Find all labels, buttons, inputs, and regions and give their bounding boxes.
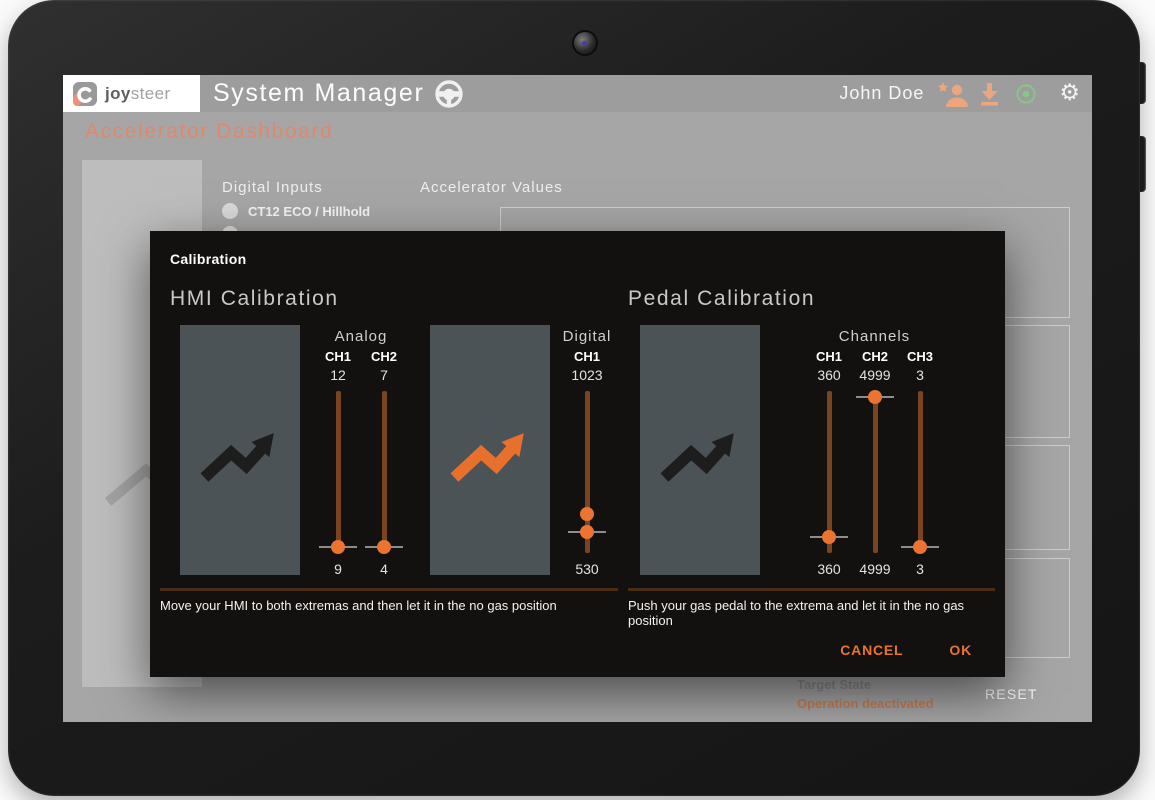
user-star-icon[interactable] xyxy=(936,81,970,107)
trend-up-icon-active xyxy=(450,433,524,482)
slider-digital-ch1: CH1 1023 530 xyxy=(564,349,610,577)
channel-label: CH1 xyxy=(815,349,842,364)
hmi-section-divider xyxy=(160,588,618,591)
radio-ct12-eco[interactable] xyxy=(222,203,238,219)
slider-max-value: 1023 xyxy=(571,367,603,383)
app-header: joysteer System Manager John Doe xyxy=(63,75,1092,112)
slider-thumb[interactable] xyxy=(901,540,939,554)
slider-pedal-ch1: CH1 360 360 xyxy=(806,349,852,577)
calibration-dialog: Calibration HMI Calibration Pedal Calibr… xyxy=(150,231,1005,677)
slider-max-value: 7 xyxy=(380,367,388,383)
channel-label: CH1 xyxy=(573,349,600,364)
header-right: John Doe ⚙ xyxy=(839,81,1092,107)
reset-button[interactable]: RESET xyxy=(979,685,1044,703)
hmi-instruction: Move your HMI to both extremas and then … xyxy=(160,598,557,613)
target-state-value: Operation deactivated xyxy=(797,696,934,711)
slider-min-value: 530 xyxy=(575,561,599,577)
slider-pedal-ch2: CH2 4999 4999 xyxy=(852,349,898,577)
dialog-actions: CANCEL OK xyxy=(834,641,978,659)
channel-label: CH1 xyxy=(324,349,351,364)
pedal-calibration-title: Pedal Calibration xyxy=(628,287,816,310)
download-icon[interactable] xyxy=(977,81,1002,107)
target-state-label: Target State xyxy=(797,677,872,692)
slider-track[interactable] xyxy=(365,391,403,553)
slider-min-value: 4999 xyxy=(859,561,891,577)
slider-pedal-ch3: CH3 3 3 xyxy=(897,349,943,577)
slider-thumb[interactable] xyxy=(365,540,403,554)
slider-track[interactable] xyxy=(810,391,848,553)
user-name: John Doe xyxy=(839,83,925,103)
slider-max-value: 12 xyxy=(330,367,346,383)
slider-track[interactable] xyxy=(901,391,939,553)
brand-logo-text: joysteer xyxy=(105,83,171,103)
tablet-frame: joysteer System Manager John Doe xyxy=(8,0,1140,796)
steering-wheel-icon xyxy=(435,79,464,108)
radio-ct12-eco-label: CT12 ECO / Hillhold xyxy=(248,204,371,219)
slider-min-value: 360 xyxy=(817,561,841,577)
slider-min-value: 4 xyxy=(380,561,388,577)
slider-track[interactable] xyxy=(319,391,357,553)
ok-button[interactable]: OK xyxy=(943,641,978,659)
pedal-instruction: Push your gas pedal to the extrema and l… xyxy=(628,598,965,628)
slider-analog-ch2: CH2 7 4 xyxy=(361,349,407,577)
app-title: System Manager xyxy=(213,79,425,107)
slider-analog-ch1: CH1 12 9 xyxy=(315,349,361,577)
trend-up-icon xyxy=(660,433,734,482)
slider-thumb[interactable] xyxy=(856,390,894,404)
channel-label: CH2 xyxy=(861,349,888,364)
channel-label: CH3 xyxy=(906,349,933,364)
slider-thumb[interactable] xyxy=(810,530,848,544)
connection-status-icon[interactable] xyxy=(1015,83,1037,105)
slider-max-value: 4999 xyxy=(859,367,891,383)
pedal-section-divider xyxy=(628,588,995,591)
trend-up-icon xyxy=(200,433,274,482)
hmi-digital-preview-tile xyxy=(430,325,550,575)
slider-thumb[interactable] xyxy=(319,540,357,554)
hmi-analog-preview-tile xyxy=(180,325,300,575)
dialog-title: Calibration xyxy=(170,251,247,267)
brand-logo: joysteer xyxy=(63,75,200,112)
pedal-preview-tile xyxy=(640,325,760,575)
slider-min-value: 3 xyxy=(916,561,924,577)
digital-group-label: Digital xyxy=(562,328,612,345)
hmi-calibration-title: HMI Calibration xyxy=(170,287,339,310)
slider-track[interactable] xyxy=(856,391,894,553)
screen: joysteer System Manager John Doe xyxy=(63,75,1092,722)
slider-max-value: 3 xyxy=(916,367,924,383)
slider-track[interactable] xyxy=(568,391,606,553)
channels-group-label: Channels xyxy=(838,328,911,345)
slider-thumb[interactable] xyxy=(568,507,606,521)
settings-gear-icon[interactable]: ⚙ xyxy=(1059,80,1080,106)
cancel-button[interactable]: CANCEL xyxy=(834,641,909,659)
accelerator-values-label: Accelerator Values xyxy=(420,179,563,196)
page-title: Accelerator Dashboard xyxy=(85,120,334,143)
slider-thumb[interactable] xyxy=(568,525,606,539)
channel-label: CH2 xyxy=(370,349,397,364)
joysteer-logo-icon xyxy=(73,81,97,106)
analog-group-label: Analog xyxy=(334,328,388,345)
slider-max-value: 360 xyxy=(817,367,841,383)
slider-min-value: 9 xyxy=(334,561,342,577)
front-camera xyxy=(574,32,596,54)
digital-inputs-label: Digital Inputs xyxy=(222,179,323,196)
